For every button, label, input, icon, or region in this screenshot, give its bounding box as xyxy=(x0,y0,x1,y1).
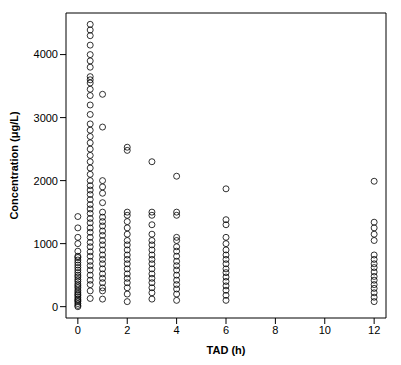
svg-text:2000: 2000 xyxy=(34,175,58,187)
svg-text:TAD (h): TAD (h) xyxy=(207,344,246,356)
svg-text:0: 0 xyxy=(52,301,58,313)
svg-text:3000: 3000 xyxy=(34,112,58,124)
svg-text:4000: 4000 xyxy=(34,48,58,60)
svg-text:1000: 1000 xyxy=(34,238,58,250)
svg-text:12: 12 xyxy=(368,324,380,336)
svg-text:6: 6 xyxy=(223,324,229,336)
svg-text:Concentration (μg/L): Concentration (μg/L) xyxy=(8,111,20,220)
svg-text:4: 4 xyxy=(174,324,180,336)
svg-text:2: 2 xyxy=(124,324,130,336)
svg-text:8: 8 xyxy=(272,324,278,336)
svg-text:10: 10 xyxy=(319,324,331,336)
svg-text:0: 0 xyxy=(75,324,81,336)
